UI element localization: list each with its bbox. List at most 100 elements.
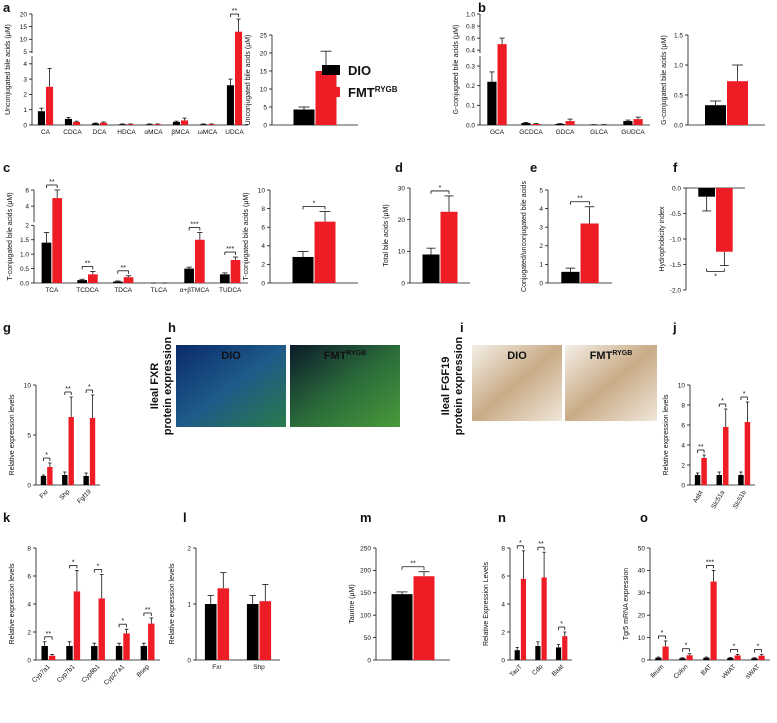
x-tick-label: TCDCA [76, 287, 99, 294]
x-tick-label: Asbt [692, 489, 705, 504]
y-axis-label: Unconjugated bile acids (μM) [5, 24, 12, 115]
y-tick-label: 0.6 [466, 35, 475, 42]
x-tick-label: Fxr [38, 488, 50, 500]
y-tick-label: 0.3 [466, 63, 475, 70]
bar [48, 655, 56, 660]
bar [118, 124, 126, 125]
micrograph [565, 345, 657, 421]
image-title: Ileal FGF19 [440, 357, 452, 416]
x-tick-label: GCA [490, 129, 505, 136]
y-tick-label: 6 [27, 573, 31, 580]
x-tick-label: Shp [58, 488, 71, 501]
bar [204, 604, 217, 660]
y-tick-label: 3 [539, 225, 543, 232]
sig-stars: *** [226, 246, 234, 253]
y-tick-label: 5 [23, 49, 27, 56]
y-tick-label: 10 [20, 37, 28, 44]
y-tick-label: 0 [23, 122, 27, 129]
sig-stars: ** [538, 541, 544, 548]
x-tick-label: Ileum [649, 663, 665, 679]
y-tick-label: 10 [24, 382, 32, 389]
y-tick-label: 2 [187, 545, 191, 552]
y-tick-label: 5 [27, 432, 31, 439]
y-tick-label: 3 [23, 76, 27, 83]
image-title: protein expression [453, 337, 465, 436]
bar [716, 475, 722, 485]
legend-label: DIO [348, 63, 371, 78]
x-tick-label: BAT [700, 663, 714, 677]
bar [62, 475, 68, 485]
y-tick-label: 0 [261, 280, 265, 287]
y-tick-label: 0.0 [674, 122, 683, 129]
sig-stars: * [757, 644, 760, 651]
y-tick-label: 8 [261, 206, 265, 213]
sig-stars: * [560, 621, 563, 628]
x-tick-label: Fgf19 [76, 488, 93, 505]
y-tick-label: 0 [501, 657, 505, 664]
bar [514, 650, 520, 660]
bar [46, 86, 54, 125]
bar [40, 476, 47, 485]
x-tick-label: Cdo [531, 663, 545, 677]
y-tick-label: 0 [27, 657, 31, 664]
legend-superscript: RYGB [375, 85, 398, 94]
bar [487, 81, 497, 125]
bar [391, 594, 413, 660]
sig-stars: * [45, 452, 48, 459]
x-tick-label: βMCA [171, 129, 190, 136]
y-tick-label: 1.0 [20, 251, 29, 258]
bar [440, 211, 458, 283]
y-tick-label: 0 [539, 280, 543, 287]
bar [422, 254, 440, 283]
panel-letter: m [360, 510, 372, 525]
y-tick-label: -1.0 [670, 236, 682, 243]
y-tick-label: 250 [360, 545, 371, 552]
y-tick-label: 0.0 [672, 185, 681, 192]
y-tick-label: 200 [360, 568, 371, 575]
bar [497, 44, 507, 126]
bar [77, 280, 87, 283]
legend-label: FMTRYGB [348, 85, 398, 100]
bar [41, 646, 48, 660]
bar [694, 475, 701, 485]
y-tick-label: 2 [261, 262, 265, 269]
x-tick-label: DCA [93, 129, 107, 136]
bar [555, 124, 565, 125]
bar [723, 427, 729, 485]
y-tick-label: 1.5 [20, 237, 29, 244]
bar [292, 256, 314, 283]
sig-stars: * [313, 200, 316, 207]
sig-stars: *** [190, 222, 198, 229]
x-tick-label: HDCA [117, 129, 136, 136]
panel-letter: k [3, 510, 11, 525]
y-tick-label: 15 [260, 68, 268, 75]
bar [112, 281, 123, 283]
bar [734, 655, 741, 660]
y-tick-label: 2 [27, 629, 31, 636]
bar [580, 223, 599, 283]
panel-letter: o [640, 510, 648, 525]
y-tick-label: 1 [539, 262, 543, 269]
bar [88, 274, 98, 283]
bar [172, 121, 180, 125]
bar [751, 658, 758, 660]
sig-stars: * [519, 540, 522, 547]
y-tick-label: 2 [23, 92, 27, 99]
bar [230, 259, 241, 283]
legend-name: DIO [348, 63, 371, 78]
y-tick-label: 10 [398, 249, 406, 256]
y-tick-label: 0 [681, 482, 685, 489]
bar [181, 120, 189, 125]
bar [100, 122, 108, 125]
x-tick-label: GLCA [590, 129, 608, 136]
y-tick-label: 10 [638, 635, 646, 642]
sig-stars: * [88, 384, 91, 391]
image-label-superscript: RYGB [346, 350, 366, 357]
bar [226, 85, 234, 125]
x-tick-label: TauT [509, 663, 524, 678]
y-axis-label: Taurine (μM) [349, 584, 356, 623]
x-tick-label: TCA [45, 287, 59, 294]
y-tick-label: -1.5 [670, 262, 682, 269]
bar [52, 198, 63, 283]
